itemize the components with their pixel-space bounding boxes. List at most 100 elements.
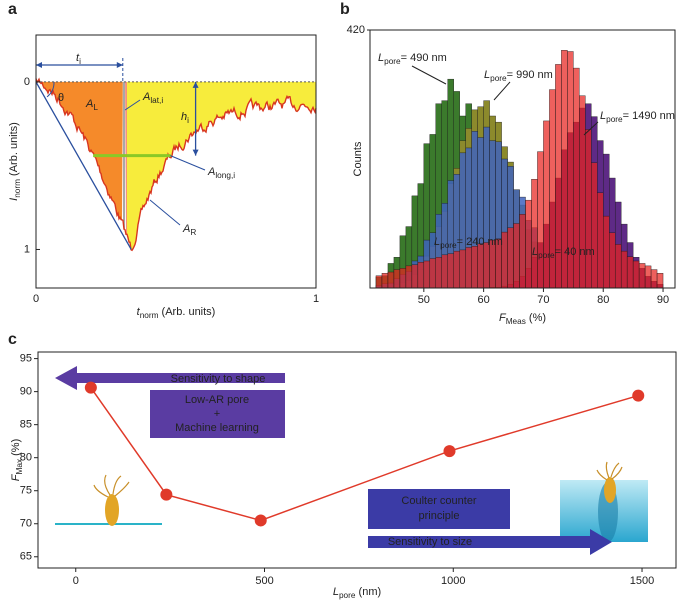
text-part: A	[85, 98, 93, 110]
label-pointer	[583, 121, 599, 136]
label-along: Along,i	[207, 166, 235, 180]
histogram-bar	[591, 162, 598, 289]
histogram-bar	[603, 215, 610, 289]
text-part: t	[76, 52, 80, 64]
histogram-bar	[435, 257, 442, 289]
histogram-bar	[585, 129, 592, 289]
text-part: norm	[140, 311, 159, 320]
histogram-bar	[375, 275, 383, 289]
histogram-bar	[525, 199, 532, 289]
histogram-bar	[656, 273, 664, 289]
text-part: norm	[13, 179, 22, 198]
triangle-edge	[35, 81, 132, 250]
histogram-bar	[411, 264, 419, 289]
annotation: Low-AR pore	[185, 394, 249, 406]
text-part: F	[10, 473, 22, 481]
text-part: pore	[606, 115, 623, 124]
histogram-bar	[597, 192, 604, 289]
histogram-bar	[513, 223, 520, 289]
histogram-bar	[638, 263, 646, 289]
y-tick-label: 95	[20, 353, 32, 365]
x-axis-label: Lpore (nm)	[333, 586, 381, 600]
histogram-bar	[609, 232, 616, 289]
pore-illustration-right	[560, 461, 648, 542]
x-tick-label: 70	[537, 294, 549, 306]
text-part: = 990 nm	[507, 69, 553, 81]
annotation: Machine learning	[175, 422, 259, 434]
arrow-shape	[368, 529, 612, 555]
histogram-bar	[459, 249, 466, 289]
text-part: L	[532, 246, 538, 258]
y-axis-label: Inorm (Arb. units)	[8, 122, 22, 201]
histogram-bar	[471, 246, 478, 289]
plot-frame	[35, 34, 317, 289]
data-point	[160, 488, 173, 501]
annotation-box	[368, 489, 510, 529]
y-tick-label: 85	[20, 419, 32, 431]
lateral-slice-edge	[125, 81, 127, 235]
data-point	[632, 389, 645, 402]
area-right	[127, 81, 316, 251]
text-part: lat,i	[150, 96, 163, 105]
y-tick-label: 90	[20, 386, 32, 398]
series-label: Lpore= 1490 nm	[600, 110, 675, 124]
histogram-bar	[465, 247, 472, 289]
plot-frame	[37, 351, 677, 569]
x-tick-label: 500	[255, 575, 273, 587]
y-tick-label: 1	[24, 243, 30, 255]
histogram-bar	[441, 254, 448, 289]
series-label: Lpore= 240 nm	[434, 236, 503, 250]
data-point	[84, 381, 97, 394]
text-part: = 490 nm	[401, 52, 447, 64]
text-part: L	[333, 586, 339, 598]
histogram-bar	[543, 120, 550, 289]
series-label: Lpore= 990 nm	[484, 69, 553, 83]
x-tick-label: 60	[478, 294, 490, 306]
histogram-bar	[387, 271, 395, 289]
panel-label: a	[8, 1, 17, 18]
histogram-bar	[423, 260, 431, 289]
x-tick-label: 90	[657, 294, 669, 306]
text-part: = 1490 nm	[623, 110, 675, 122]
histogram-bar	[632, 260, 640, 289]
pointer	[149, 199, 181, 226]
pointer	[170, 155, 206, 171]
annotation: Sensitivity to size	[388, 536, 472, 548]
y-tick-label: 80	[20, 452, 32, 464]
text-part: i	[187, 116, 189, 125]
text-part: L	[484, 69, 490, 81]
annotation: Sensitivity to shape	[171, 373, 266, 385]
text-part: t	[137, 306, 141, 318]
text-part: (Arb. units)	[159, 306, 216, 318]
text-part: A	[182, 223, 190, 235]
label-ar: AR	[182, 223, 196, 237]
histogram-bar	[650, 269, 658, 289]
pointer	[124, 99, 141, 111]
x-tick-label: 50	[418, 294, 430, 306]
y-tick-label: 420	[347, 24, 365, 36]
histogram-bar	[393, 269, 401, 289]
histogram-bar	[447, 253, 454, 289]
histogram-bar	[531, 179, 538, 289]
data-point	[443, 445, 456, 458]
text-part: i	[79, 57, 81, 66]
text-part: = 40 nm	[555, 246, 595, 258]
text-part: = 240 nm	[457, 236, 503, 248]
label-theta: θ	[58, 92, 64, 104]
text-part: pore	[384, 57, 401, 66]
text-part: long,i	[215, 171, 235, 180]
text-part: pore	[538, 251, 555, 260]
panel-label: c	[8, 331, 17, 348]
arrow-shape	[55, 366, 285, 390]
histogram-bar	[579, 95, 586, 289]
histogram-bar	[453, 250, 460, 289]
histogram-bar	[381, 273, 389, 289]
text-part: L	[378, 52, 384, 64]
text-part: (%)	[526, 312, 546, 324]
y-tick-label: 70	[20, 518, 32, 530]
text-part: A	[207, 166, 215, 178]
label-alat: Alat,i	[142, 91, 163, 105]
panel-label: b	[340, 1, 350, 18]
x-tick-label: 1500	[630, 575, 654, 587]
